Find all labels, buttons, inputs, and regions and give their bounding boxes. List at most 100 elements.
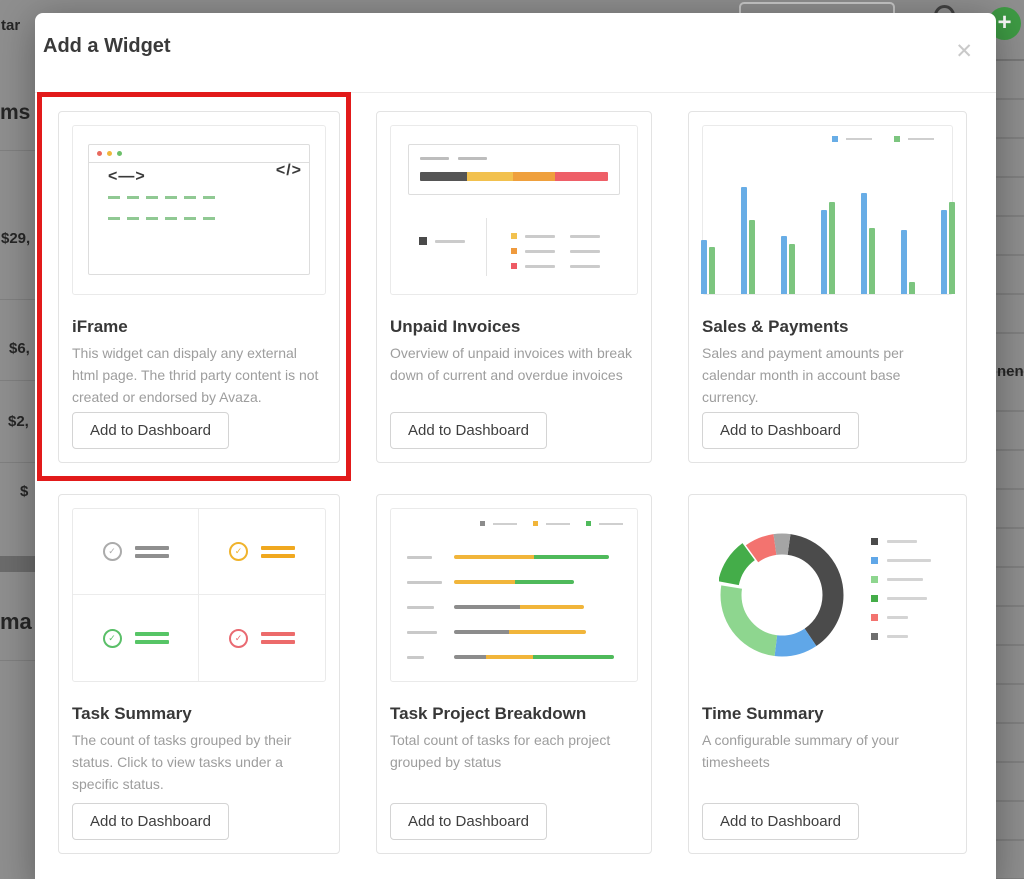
bar-segment (520, 605, 584, 609)
bg-row-divider (0, 462, 35, 463)
placeholder-line (525, 234, 555, 238)
card-description: A configurable summary of your timesheet… (702, 732, 899, 770)
add-to-dashboard-button[interactable]: Add to Dashboard (72, 412, 229, 449)
project-row (407, 655, 623, 659)
placeholder-line (887, 616, 908, 619)
stacked-bar (454, 655, 614, 659)
placeholder-line (887, 578, 923, 581)
placeholder-line (570, 249, 600, 253)
placeholder-line (261, 640, 295, 644)
bg-amount-fragment: $29, (1, 230, 31, 247)
bar-pair (740, 187, 755, 294)
task-status-quadrant: ✓ (199, 595, 325, 681)
project-row (407, 630, 623, 634)
placeholder-line (261, 632, 295, 636)
legend-item (533, 521, 570, 526)
legend-item (871, 595, 931, 602)
bar-pair (780, 236, 795, 294)
task-quadrants: ✓ ✓ ✓ ✓ (73, 509, 325, 681)
placeholder-line (407, 630, 437, 634)
legend-swatch (511, 248, 517, 254)
status-row (511, 233, 615, 239)
widget-card-time-summary: Time Summary A configurable summary of y… (688, 494, 967, 854)
bar-segment (486, 655, 533, 659)
legend-swatch (871, 576, 878, 583)
check-circle-icon: ✓ (229, 628, 248, 648)
legend-swatch (871, 595, 878, 602)
modal-title: Add a Widget (43, 35, 171, 57)
bg-amount-fragment: $6, (9, 340, 30, 357)
bg-dark-band (0, 556, 35, 572)
check-circle-icon: ✓ (102, 542, 122, 561)
placeholder-line (261, 553, 295, 558)
bg-text-fragment: nen (997, 363, 1024, 380)
stacked-bar (454, 555, 609, 559)
add-widget-modal: Add a Widget ✕ <—> </> (35, 13, 996, 879)
unpaid-status-rows (511, 233, 615, 269)
legend-swatch (511, 263, 517, 269)
tpb-legend (480, 521, 623, 526)
bg-row-divider (0, 299, 35, 300)
bg-table-rows (996, 61, 1024, 879)
chart-bar (708, 247, 715, 294)
add-to-dashboard-button[interactable]: Add to Dashboard (702, 803, 859, 840)
legend-item (480, 521, 517, 526)
project-row (407, 555, 623, 559)
card-title: Task Project Breakdown (390, 704, 587, 723)
bar-pair (700, 240, 715, 294)
placeholder-line (458, 157, 487, 160)
legend-swatch (871, 557, 878, 564)
time-preview-wrap (702, 508, 953, 682)
placeholder-line (525, 249, 555, 253)
bg-text-fragment: tar (1, 17, 21, 34)
widget-cell-iframe: <—> </> iFrame This widget can dispaly a… (37, 92, 351, 481)
add-to-dashboard-button[interactable]: Add to Dashboard (702, 412, 859, 449)
add-to-dashboard-button[interactable]: Add to Dashboard (390, 803, 547, 840)
card-title: Unpaid Invoices (390, 317, 521, 336)
placeholder-line (134, 545, 169, 550)
chart-bar (940, 210, 947, 294)
chart-bar (908, 282, 915, 294)
widget-cell-task-project-breakdown: Task Project Breakdown Total count of ta… (376, 494, 652, 854)
close-icon[interactable]: ✕ (955, 40, 973, 63)
modal-header: Add a Widget ✕ (35, 13, 996, 93)
time-legend (871, 538, 931, 652)
bg-text-fragment: ms (0, 101, 31, 124)
bar-segment (554, 172, 608, 181)
sales-bars (700, 187, 955, 294)
iframe-preview: <—> </> (72, 125, 326, 295)
card-description: Sales and payment amounts per calendar m… (702, 345, 904, 405)
legend-item (871, 633, 931, 640)
placeholder-line (420, 157, 449, 160)
bg-amount-fragment: $2, (8, 413, 29, 430)
placeholder-line (887, 540, 917, 543)
card-description: This widget can dispaly any external htm… (72, 345, 319, 405)
card-description: The count of tasks grouped by their stat… (72, 732, 292, 792)
bar-segment (454, 555, 534, 559)
bar-segment (509, 630, 586, 634)
widget-card-task-project-breakdown: Task Project Breakdown Total count of ta… (376, 494, 652, 854)
bar-segment (420, 172, 468, 181)
legend-item (871, 538, 931, 545)
widget-card-task-summary: ✓ ✓ ✓ ✓ Task Summary The count of tasks gro… (58, 494, 340, 854)
placeholder-line (134, 632, 169, 636)
placeholder-line (407, 605, 434, 609)
task-status-quadrant: ✓ (73, 595, 199, 681)
code-dash-line (108, 196, 222, 199)
time-summary-preview (702, 508, 953, 682)
add-to-dashboard-button[interactable]: Add to Dashboard (390, 412, 547, 449)
bar-segment (454, 655, 486, 659)
bg-row-divider (0, 150, 35, 151)
bg-header-divider (996, 59, 1024, 61)
chart-bar (900, 230, 907, 294)
traffic-dot-icon (107, 151, 112, 156)
bg-row-divider (0, 660, 35, 661)
placeholder-line (546, 522, 570, 525)
stacked-bar (454, 580, 574, 584)
status-row (511, 263, 615, 269)
code-close-glyph: </> (275, 162, 302, 179)
browser-illustration: <—> </> (88, 144, 310, 275)
add-to-dashboard-button[interactable]: Add to Dashboard (72, 803, 229, 840)
task-status-quadrant: ✓ (199, 509, 325, 595)
bar-segment (533, 655, 614, 659)
